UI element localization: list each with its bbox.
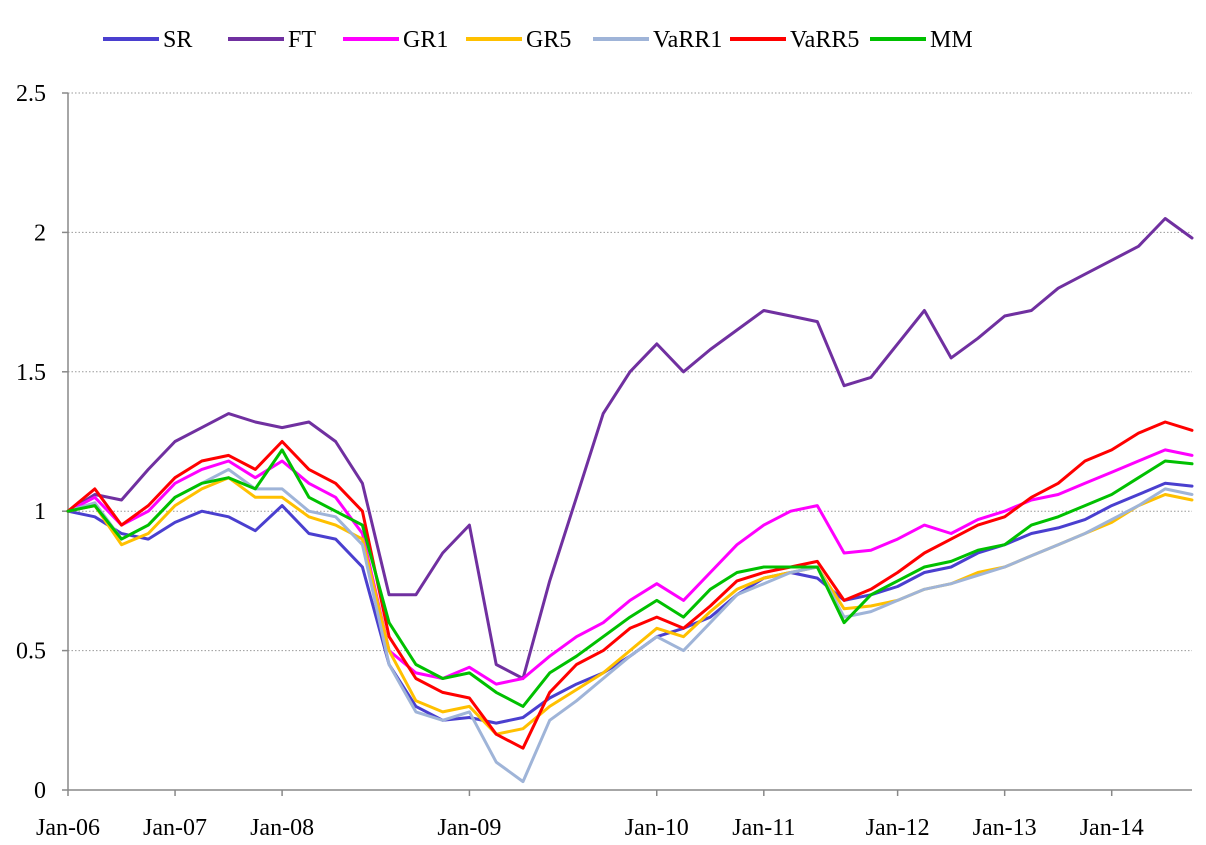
y-tick-label-5: 2.5 <box>16 81 46 107</box>
series-line-varr5 <box>66 420 1194 750</box>
y-tick-label-4: 2 <box>34 220 46 246</box>
legend-label-ft: FT <box>288 27 316 53</box>
legend-label-mm: MM <box>930 27 973 53</box>
legend: SR FT GR1 GR5 VaRR1 VaRR5 MM <box>103 27 973 53</box>
x-tick-label-3: Jan-09 <box>437 815 501 841</box>
y-tick-label-0: 0 <box>34 778 46 804</box>
series-line-ft <box>66 217 1194 680</box>
legend-label-gr1: GR1 <box>403 27 448 53</box>
y-tick-label-1: 0.5 <box>16 639 46 665</box>
series-line-gr1 <box>66 448 1194 686</box>
legend-label-sr: SR <box>163 27 192 53</box>
x-tick-label-5: Jan-11 <box>732 815 795 841</box>
series-line-mm <box>66 448 1194 708</box>
x-tick-label-4: Jan-10 <box>625 815 689 841</box>
x-tick-label-8: Jan-14 <box>1080 815 1144 841</box>
legend-label-gr5: GR5 <box>526 27 571 53</box>
legend-label-varr1: VaRR1 <box>653 27 722 53</box>
series-line-varr1 <box>66 467 1194 784</box>
x-tick-label-6: Jan-12 <box>866 815 930 841</box>
x-tick-label-0: Jan-06 <box>36 815 100 841</box>
series-line-gr5 <box>66 476 1194 736</box>
y-tick-label-3: 1.5 <box>16 360 46 386</box>
axes: 0 0.5 1 1.5 2 2.5 Jan-06 Jan-07 Jan-08 Jan-09 Jan-… <box>16 81 1192 841</box>
y-tick-label-2: 1 <box>34 499 46 525</box>
series-line-sr <box>66 481 1194 725</box>
x-tick-label-7: Jan-13 <box>973 815 1037 841</box>
x-tick-label-2: Jan-08 <box>250 815 314 841</box>
series-lines <box>66 217 1194 784</box>
legend-label-varr5: VaRR5 <box>790 27 859 53</box>
x-tick-label-1: Jan-07 <box>143 815 207 841</box>
